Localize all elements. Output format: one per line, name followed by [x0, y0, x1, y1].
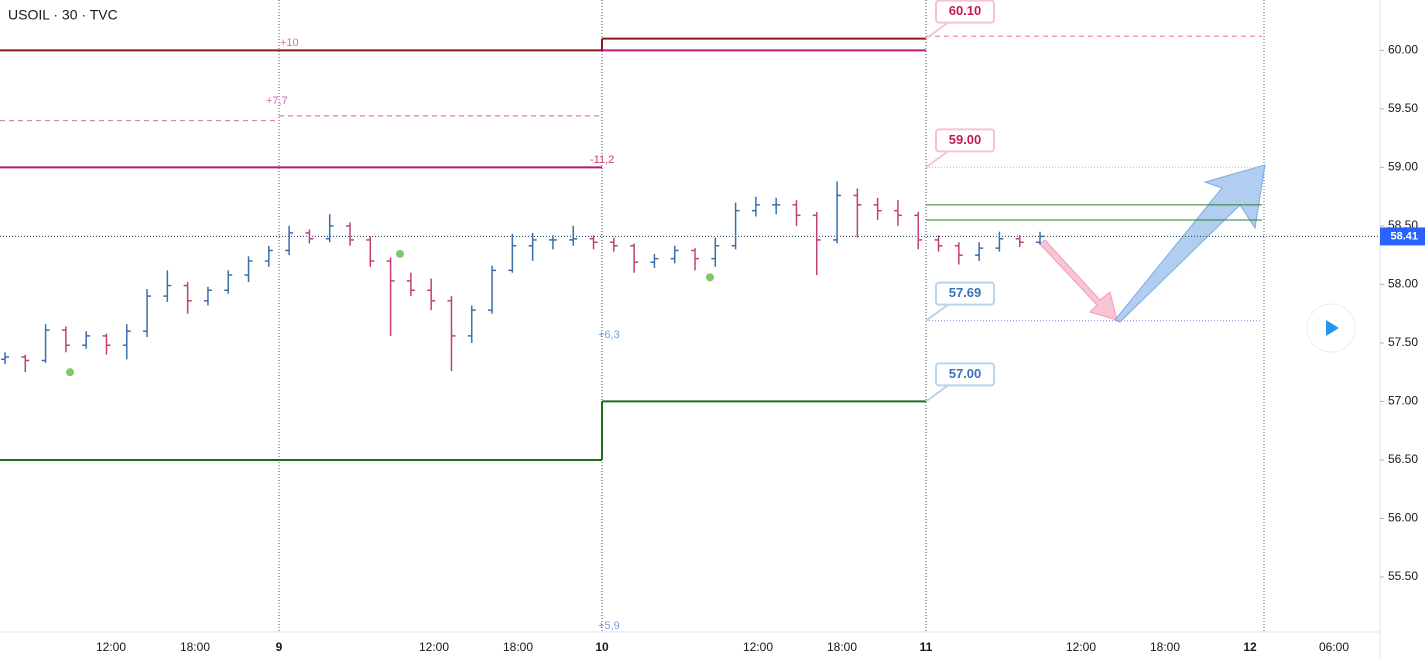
callout-tail: [925, 21, 949, 40]
y-tick-label: 59.00: [1388, 160, 1418, 174]
last-price-label: 58.41: [1390, 230, 1418, 242]
y-tick-label: 57.00: [1388, 394, 1418, 408]
y-tick-label: 59.50: [1388, 101, 1418, 115]
x-tick-label: 06:00: [1319, 640, 1349, 654]
vertical-separators: [278, 0, 1265, 632]
callout-box: [935, 128, 995, 153]
y-tick-label: 56.00: [1388, 511, 1418, 525]
annotation: +6,3: [598, 329, 620, 341]
y-tick-label: 60.00: [1388, 42, 1418, 56]
callout-box: [935, 0, 995, 24]
last-price-badge: [1380, 227, 1425, 246]
y-tick-label: 57.50: [1388, 335, 1418, 349]
x-tick-label: 12:00: [1066, 640, 1096, 654]
marker-dot: [396, 249, 404, 258]
x-tick-label: 12: [1243, 640, 1257, 654]
callout-tail: [925, 384, 949, 403]
y-tick-label: 55.50: [1388, 569, 1418, 583]
annotation: +7,7: [266, 95, 288, 107]
x-tick-label: 18:00: [180, 640, 210, 654]
x-tick-label: 11: [920, 640, 933, 654]
callout-label: 60.10: [949, 3, 982, 18]
y-tick-label: 58.00: [1388, 277, 1418, 291]
x-tick-label: 12:00: [743, 640, 773, 654]
x-tick-label: 12:00: [96, 640, 126, 654]
x-tick-label: 12:00: [419, 640, 449, 654]
down-arrow: [1039, 239, 1118, 321]
annotation: +5,9: [598, 620, 620, 632]
callout-box: [935, 362, 995, 387]
annotation: -11,2: [590, 154, 614, 166]
x-tick-label: 10: [595, 640, 609, 654]
callout-label: 59.00: [949, 132, 982, 147]
x-tick-label: 18:00: [503, 640, 533, 654]
chart-title: USOIL · 30 · TVC: [8, 7, 118, 23]
marker-dot: [66, 368, 74, 377]
callout-label: 57.69: [949, 285, 982, 300]
y-tick-label: 56.50: [1388, 452, 1418, 466]
annotation: +10: [280, 37, 299, 49]
callout-box: [935, 281, 995, 306]
play-button[interactable]: [1306, 303, 1356, 353]
callout-label: 57.00: [949, 366, 982, 381]
play-icon[interactable]: [1326, 320, 1339, 336]
x-tick-label: 18:00: [1150, 640, 1180, 654]
callout-tail: [925, 303, 949, 322]
up-arrow: [1114, 164, 1266, 323]
callout-tail: [925, 150, 949, 169]
x-tick-label: 9: [276, 640, 283, 654]
marker-dot: [706, 273, 714, 282]
x-tick-label: 18:00: [827, 640, 857, 654]
